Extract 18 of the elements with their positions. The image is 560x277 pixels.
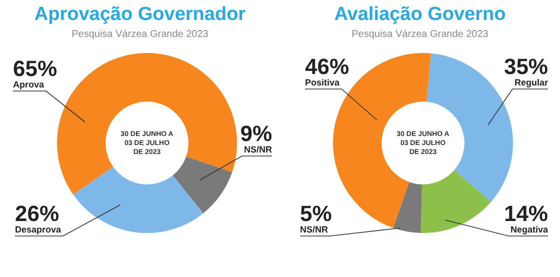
slice-label: Positiva <box>305 77 341 88</box>
data-label: 14% <box>504 201 548 226</box>
slice-label: Regular <box>514 77 548 88</box>
slice-label: NS/NR <box>244 144 272 154</box>
data-label: 5% <box>300 201 332 226</box>
slice-label: Negativa <box>510 224 549 234</box>
data-label: 9% <box>240 121 272 146</box>
data-label: 35% <box>504 54 548 80</box>
slice-label: Desaprova <box>15 224 62 234</box>
data-label: 65% <box>13 56 58 82</box>
chart-title: Aprovação Governador <box>33 4 247 26</box>
chart-subtitle: Pesquisa Várzea Grande 2023 <box>70 29 210 40</box>
slice-label: Aprova <box>13 79 45 90</box>
slice-label: NS/NR <box>300 224 328 234</box>
chart-title: Avaliação Governo <box>333 4 507 26</box>
data-label: 46% <box>305 54 350 80</box>
chart-subtitle: Pesquisa Várzea Grande 2023 <box>350 29 490 40</box>
data-label: 26% <box>15 201 60 226</box>
